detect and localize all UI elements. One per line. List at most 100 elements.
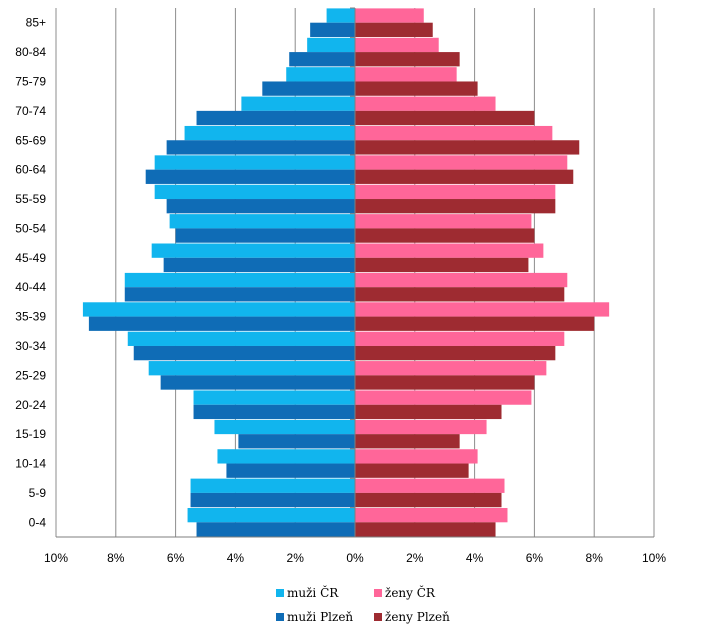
bar-ženy-čr-20-24 <box>355 390 532 405</box>
bar-ženy-plzeň-0-4 <box>355 522 496 537</box>
legend-swatch <box>276 589 284 597</box>
y-axis-labels: 0-4 5-9 10-14 15-19 20-24 25-29 30-34 35-39 40-4… <box>15 16 46 530</box>
bar-ženy-plzeň-15-19 <box>355 434 460 449</box>
bar-muži-čr-70-74 <box>241 96 355 111</box>
bar-ženy-čr-30-34 <box>355 331 565 346</box>
x-tick-label: 8% <box>586 551 604 565</box>
bar-ženy-čr-75-79 <box>355 67 457 82</box>
bar-muži-čr-75-79 <box>286 67 355 82</box>
bar-muži-plzeň-70-74 <box>196 110 355 126</box>
bar-muži-plzeň-30-34 <box>133 345 355 361</box>
bar-muži-čr-65-69 <box>184 125 355 141</box>
bar-muži-plzeň-15-19 <box>238 434 355 449</box>
y-tick-label: 85+ <box>26 16 46 30</box>
bar-ženy-plzeň-50-54 <box>355 228 535 243</box>
legend-label: ženy Plzeň <box>385 610 450 624</box>
bar-ženy-plzeň-75-79 <box>355 81 478 96</box>
bar-muži-čr-50-54 <box>169 214 355 229</box>
bars <box>82 8 610 537</box>
bar-muži-čr-45-49 <box>151 243 355 258</box>
legend-swatch <box>276 613 284 621</box>
axes <box>56 7 654 538</box>
y-tick-label: 30-34 <box>15 339 46 353</box>
y-tick-label: 0-4 <box>29 515 47 529</box>
bar-ženy-čr-80-84 <box>355 37 439 53</box>
bar-ženy-čr-60-64 <box>355 155 568 170</box>
bar-ženy-plzeň-60-64 <box>355 169 574 184</box>
x-tick-label: 2% <box>287 551 305 565</box>
x-tick-label: 6% <box>167 551 185 565</box>
y-tick-label: 60-64 <box>15 163 46 177</box>
bar-ženy-čr-10-14 <box>355 449 478 464</box>
bar-ženy-plzeň-35-39 <box>355 316 595 331</box>
bar-muži-čr-10-14 <box>217 449 355 464</box>
bar-ženy-plzeň-5-9 <box>355 492 502 508</box>
bar-muži-plzeň-0-4 <box>196 522 355 537</box>
bar-ženy-plzeň-25-29 <box>355 375 535 390</box>
y-tick-label: 5-9 <box>29 486 47 500</box>
bar-ženy-čr-0-4 <box>355 508 508 523</box>
bar-ženy-plzeň-40-44 <box>355 287 565 302</box>
bar-ženy-čr-15-19 <box>355 419 487 435</box>
bar-muži-plzeň-55-59 <box>166 199 355 214</box>
y-tick-label: 65-69 <box>15 133 46 147</box>
legend-label: ženy ČR <box>385 584 436 600</box>
bar-muži-plzeň-50-54 <box>175 228 355 243</box>
bar-muži-čr-80-84 <box>307 37 355 53</box>
bar-muži-plzeň-45-49 <box>163 257 355 273</box>
bar-ženy-čr-50-54 <box>355 214 532 229</box>
x-tick-label: 6% <box>526 551 544 565</box>
bar-ženy-čr-55-59 <box>355 184 556 200</box>
bar-ženy-plzeň-10-14 <box>355 463 469 478</box>
x-tick-label: 4% <box>227 551 245 565</box>
y-tick-label: 50-54 <box>15 221 46 235</box>
bar-muži-plzeň-65-69 <box>166 140 355 155</box>
bar-muži-plzeň-40-44 <box>124 287 356 302</box>
bar-ženy-plzeň-55-59 <box>355 199 556 214</box>
bar-muži-plzeň-85+ <box>310 22 355 37</box>
legend-swatch <box>374 589 382 597</box>
bar-ženy-čr-25-29 <box>355 361 547 376</box>
bar-muži-čr-60-64 <box>154 155 355 170</box>
x-tick-label: 0% <box>346 551 364 565</box>
bar-muži-čr-15-19 <box>214 419 355 435</box>
bar-muži-plzeň-80-84 <box>289 52 355 67</box>
bar-ženy-plzeň-80-84 <box>355 52 460 67</box>
bar-muži-čr-35-39 <box>82 302 355 317</box>
bar-ženy-plzeň-70-74 <box>355 110 535 126</box>
y-tick-label: 70-74 <box>15 104 46 118</box>
legend-swatch <box>374 613 382 621</box>
bar-muži-plzeň-5-9 <box>190 492 355 508</box>
bar-ženy-čr-85+ <box>355 8 424 23</box>
bar-muži-čr-40-44 <box>124 272 356 288</box>
x-tick-label: 8% <box>107 551 125 565</box>
bar-ženy-čr-35-39 <box>355 302 610 317</box>
y-tick-label: 35-39 <box>15 310 46 324</box>
bar-ženy-čr-5-9 <box>355 478 505 493</box>
bar-muži-čr-20-24 <box>193 390 355 405</box>
x-tick-label: 2% <box>406 551 424 565</box>
y-tick-label: 45-49 <box>15 251 46 265</box>
y-tick-label: 10-14 <box>15 457 46 471</box>
x-tick-label: 10% <box>44 551 68 565</box>
x-axis-labels: 10% 8% 6% 4% 2% 0% 2% 4% 6% 8% 10% <box>44 551 666 565</box>
bar-ženy-plzeň-85+ <box>355 22 433 37</box>
y-tick-label: 80-84 <box>15 45 46 59</box>
y-tick-label: 75-79 <box>15 74 46 88</box>
bar-ženy-plzeň-45-49 <box>355 257 529 273</box>
bar-ženy-čr-70-74 <box>355 96 496 111</box>
bar-muži-plzeň-20-24 <box>193 404 355 420</box>
bar-muži-čr-30-34 <box>127 331 355 346</box>
x-tick-label: 10% <box>642 551 666 565</box>
bar-muži-čr-0-4 <box>187 508 355 523</box>
y-tick-label: 40-44 <box>15 280 46 294</box>
x-tick-label: 4% <box>466 551 484 565</box>
y-tick-label: 25-29 <box>15 368 46 382</box>
bar-ženy-plzeň-30-34 <box>355 345 556 361</box>
bar-muži-čr-25-29 <box>148 361 355 376</box>
bar-muži-čr-85+ <box>326 8 355 23</box>
bar-muži-plzeň-35-39 <box>88 316 355 331</box>
legend-label: muži Plzeň <box>287 610 353 624</box>
bar-muži-plzeň-25-29 <box>160 375 355 390</box>
